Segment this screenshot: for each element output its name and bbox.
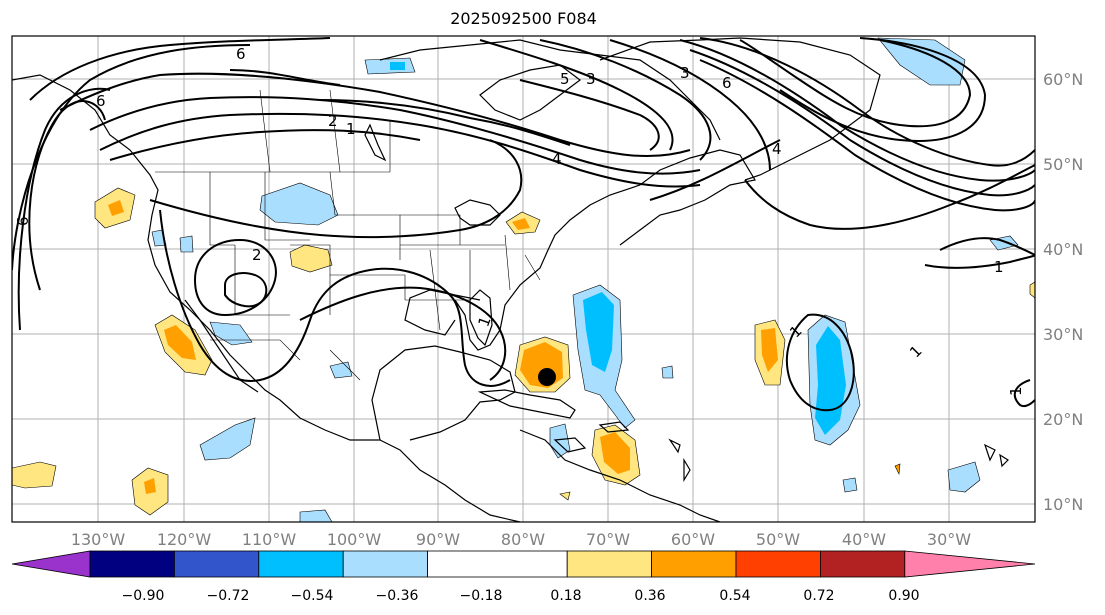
colorbar-tick-label: 0.36 [634,588,665,604]
map-border [11,35,1036,523]
lon-label: 90°W [416,530,460,549]
shaded-anomalies [12,37,1035,522]
colorbar-tick-label: 0.72 [803,588,834,604]
colorbar-tick-label: 0.54 [719,588,750,604]
colorbar-tick-label: 0.18 [550,588,581,604]
colorbar-segment [651,550,737,578]
contour-label: 3 [586,70,596,88]
colorbar-segment [820,550,906,578]
contour-label: 1 [1007,386,1025,396]
colorbar-segment [173,550,260,578]
colorbar-tick-label: −0.18 [460,588,503,604]
colorbar-ticks: −0.90 −0.72 −0.54 −0.36 −0.18 0.18 0.36 … [122,588,920,604]
contour-label: 4 [772,140,782,158]
gridlines [12,36,1035,522]
colorbar-tick-label: 0.90 [888,588,919,604]
map-title: 2025092500 F084 [450,9,597,28]
colorbar-segment [735,550,821,578]
longitude-labels: 130°W 120°W 110°W 100°W 90°W 80°W 70°W 6… [71,530,971,549]
colorbar-segment [258,550,344,578]
colorbar-segment [89,550,175,578]
contour-label: 4 [552,150,562,168]
lat-label: 10°N [1043,495,1083,514]
colorbar-segment [11,550,91,578]
contour-label: 6 [722,74,732,92]
colorbar-tick-label: −0.90 [122,588,165,604]
storm-center-marker [538,368,556,386]
lat-label: 50°N [1043,155,1083,174]
lon-label: 130°W [71,530,126,549]
colorbar-segment [904,550,1036,578]
colorbar [11,550,1036,578]
contour-label: 3 [680,64,690,82]
contour-label: 6 [96,92,106,110]
contour-label: 1 [346,120,356,138]
lon-label: 30°W [927,530,971,549]
contour-label: 5 [560,70,570,88]
lon-label: 50°W [756,530,800,549]
colorbar-tick-label: −0.36 [376,588,419,604]
lon-label: 40°W [842,530,886,549]
lat-label: 60°N [1043,70,1083,89]
colorbar-tick-label: −0.72 [207,588,250,604]
latitude-labels: 60°N 50°N 40°N 30°N 20°N 10°N [1043,70,1083,514]
lon-label: 70°W [586,530,630,549]
contour-label: 1 [994,258,1004,276]
colorbar-tick-label: −0.54 [291,588,334,604]
lon-label: 120°W [157,530,212,549]
lat-label: 40°N [1043,240,1083,259]
lon-label: 100°W [327,530,382,549]
lon-label: 80°W [501,530,545,549]
lon-label: 110°W [242,530,297,549]
colorbar-segment [342,550,429,578]
contour-lines [12,37,1035,412]
coastlines [12,37,1009,522]
lon-label: 60°W [671,530,715,549]
lat-label: 20°N [1043,410,1083,429]
colorbar-segment [566,550,653,578]
lat-label: 30°N [1043,325,1083,344]
contour-label: 2 [252,246,262,264]
contour-label: 6 [236,45,246,63]
contour-label: 6 [14,216,32,226]
colorbar-segment [427,550,568,578]
contour-label: 2 [328,112,338,130]
